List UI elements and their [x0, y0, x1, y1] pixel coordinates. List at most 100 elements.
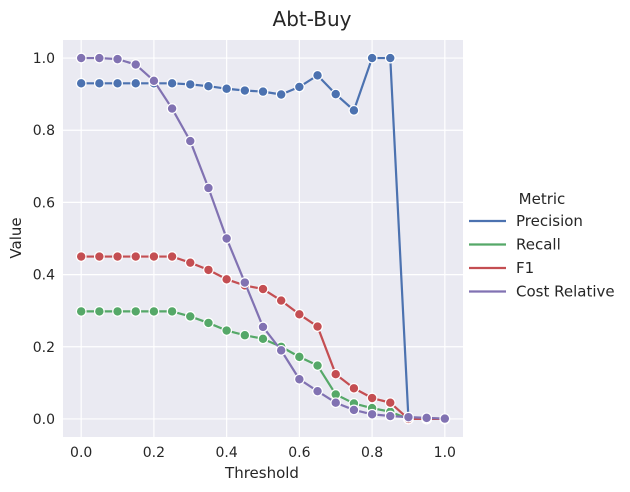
legend-label: Precision — [516, 212, 583, 230]
x-tick-labels: 0.0 0.2 0.4 0.6 0.8 1.0 — [70, 445, 456, 461]
data-point-precision — [312, 69, 323, 81]
legend-title: Metric — [519, 190, 566, 208]
x-axis-label: Threshold — [224, 464, 299, 482]
data-point-recall — [312, 360, 323, 371]
data-point-f1 — [312, 321, 323, 332]
data-point-cost-relative — [112, 53, 123, 65]
data-point-precision — [221, 83, 233, 95]
y-axis-label: Value — [7, 217, 25, 258]
data-point-cost-relative — [93, 52, 105, 64]
data-point-f1 — [257, 283, 269, 295]
data-point-f1 — [184, 257, 196, 269]
data-point-precision — [348, 104, 360, 116]
data-point-cost-relative — [203, 182, 214, 194]
x-tick-label: 0.4 — [216, 445, 238, 461]
data-point-recall — [257, 333, 269, 345]
data-point-f1 — [112, 251, 123, 262]
data-point-cost-relative — [366, 408, 378, 420]
plot-background — [63, 40, 463, 437]
data-point-precision — [330, 88, 342, 100]
data-point-f1 — [148, 251, 160, 262]
x-tick-label: 0.0 — [70, 445, 92, 461]
legend-label: F1 — [516, 259, 534, 277]
data-point-f1 — [348, 382, 360, 394]
data-point-precision — [293, 81, 305, 93]
data-point-recall — [221, 325, 233, 336]
data-point-recall — [166, 306, 178, 317]
data-point-f1 — [384, 397, 396, 409]
data-point-cost-relative — [439, 413, 451, 424]
x-tick-label: 1.0 — [434, 445, 456, 461]
data-point-cost-relative — [421, 412, 433, 424]
data-point-cost-relative — [293, 373, 305, 385]
data-point-cost-relative — [148, 75, 160, 87]
grid-lines — [63, 40, 463, 437]
y-tick-labels: 0.0 0.2 0.4 0.6 0.8 1.0 — [33, 51, 55, 428]
data-point-f1 — [75, 251, 87, 262]
data-point-f1 — [130, 251, 142, 262]
data-point-f1 — [221, 273, 233, 285]
data-point-precision — [366, 52, 378, 64]
data-point-cost-relative — [221, 233, 233, 244]
y-tick-label: 0.6 — [33, 195, 55, 211]
x-tick-label: 0.2 — [143, 445, 165, 461]
data-point-recall — [203, 317, 214, 329]
data-point-f1 — [275, 295, 287, 306]
data-point-recall — [148, 306, 160, 317]
series-layer — [75, 52, 451, 425]
data-point-cost-relative — [403, 411, 414, 423]
data-point-precision — [384, 52, 396, 64]
data-point-precision — [184, 78, 196, 90]
data-point-precision — [257, 86, 269, 98]
data-point-precision — [275, 89, 287, 100]
data-point-cost-relative — [275, 344, 287, 356]
data-point-recall — [130, 306, 142, 317]
data-point-f1 — [293, 308, 305, 320]
data-point-cost-relative — [330, 397, 342, 409]
y-tick-label: 0.2 — [33, 340, 55, 356]
data-point-precision — [203, 80, 214, 92]
x-tick-label: 0.8 — [361, 445, 383, 461]
data-point-recall — [239, 329, 251, 341]
data-point-recall — [184, 311, 196, 322]
data-point-precision — [75, 77, 87, 89]
y-tick-label: 0.0 — [33, 412, 55, 428]
data-point-precision — [130, 77, 142, 89]
y-tick-label: 0.8 — [33, 123, 55, 139]
legend-item-precision: Precision — [469, 212, 583, 230]
data-point-precision — [112, 77, 123, 89]
data-point-f1 — [203, 264, 214, 276]
data-point-cost-relative — [75, 52, 87, 64]
legend-items: Precision Recall F1 Cost Relative — [469, 212, 615, 301]
data-point-cost-relative — [312, 385, 323, 397]
legend: Metric Precision Recall F1 Cost Relative — [469, 190, 615, 301]
data-point-cost-relative — [348, 404, 360, 416]
data-point-cost-relative — [239, 277, 251, 288]
legend-label: Cost Relative — [516, 283, 615, 301]
legend-item-f1: F1 — [469, 259, 534, 277]
data-point-precision — [93, 77, 105, 89]
data-point-recall — [293, 351, 305, 363]
legend-item-cost-relative: Cost Relative — [469, 283, 615, 301]
data-point-cost-relative — [166, 103, 178, 114]
y-tick-label: 0.4 — [33, 268, 55, 284]
legend-label: Recall — [516, 236, 561, 254]
data-point-precision — [166, 77, 178, 89]
data-point-recall — [112, 306, 123, 317]
data-point-cost-relative — [257, 321, 269, 333]
data-point-cost-relative — [384, 410, 396, 422]
data-point-recall — [75, 306, 87, 317]
legend-item-recall: Recall — [469, 236, 561, 254]
data-point-f1 — [166, 251, 178, 262]
x-tick-label: 0.6 — [288, 445, 310, 461]
data-point-f1 — [366, 392, 378, 404]
data-point-precision — [239, 85, 251, 96]
data-point-cost-relative — [130, 59, 142, 70]
data-point-cost-relative — [184, 135, 196, 147]
y-tick-label: 1.0 — [33, 51, 55, 67]
series-cost-relative — [75, 52, 451, 424]
data-point-recall — [93, 306, 105, 317]
data-point-f1 — [93, 251, 105, 262]
data-point-f1 — [330, 368, 342, 380]
